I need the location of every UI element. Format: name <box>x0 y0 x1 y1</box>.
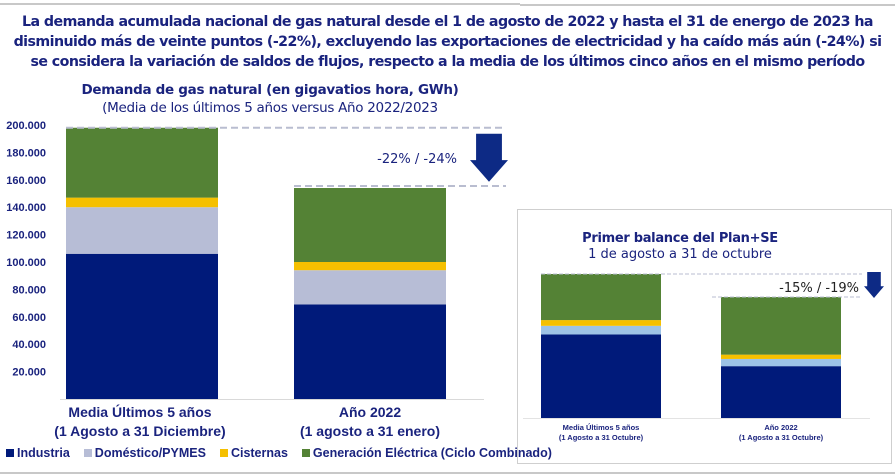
down-arrow-icon <box>470 133 508 182</box>
main-chart-subtitle: (Media de los últimos 5 años versus Año … <box>102 100 438 116</box>
inset-bar-segment-domestico_small <box>721 358 841 367</box>
y-tick-label: 40.000 <box>12 339 46 351</box>
inset-down-arrow-icon <box>864 272 884 298</box>
main-category-label-0: Media Últimos 5 años (1 Agosto a 31 Dici… <box>40 403 240 441</box>
legend-label: Generación Eléctrica (Ciclo Combinado) <box>312 446 552 460</box>
main-chart-title: Demanda de gas natural (en gigavatios ho… <box>81 82 459 98</box>
inset-title-block: Primer balance del Plan+SE 1 de agosto a… <box>570 231 790 262</box>
legend-label: Doméstico/PYMES <box>94 446 206 460</box>
legend-swatch <box>301 449 310 457</box>
inset-bar-segment-cisternas <box>541 320 661 326</box>
bottom-rule <box>0 472 895 474</box>
y-tick-label: 160.000 <box>6 175 46 187</box>
change-annotation: -22% / -24% <box>377 152 457 167</box>
legend-label: Industria <box>17 446 70 460</box>
inset-bar-segment-cisternas <box>721 354 841 359</box>
y-tick-label: 200.000 <box>6 120 46 132</box>
main-category-line2: (1 agosto a 31 enero) <box>299 423 441 439</box>
bar-segment-domestico <box>294 270 446 305</box>
inset-category-line2: (1 Agosto a 31 Octubre) <box>738 433 824 442</box>
inset-category-line2: (1 Agosto a 31 Octubre) <box>558 433 644 442</box>
inset-bar-segment-industria <box>721 366 841 418</box>
y-tick-label: 180.000 <box>6 147 46 159</box>
legend-label: Cisternas <box>230 446 288 460</box>
inset-category-label-0: Media Últimos 5 años (1 Agosto a 31 Octu… <box>536 423 666 443</box>
main-category-line1: Año 2022 <box>338 404 402 420</box>
bar-segment-domestico <box>66 207 218 254</box>
y-tick-label: 100.000 <box>6 257 46 269</box>
inset-change-annotation: -15% / -19% <box>779 281 859 296</box>
bar-segment-cisternas <box>66 197 218 208</box>
legend-swatch <box>6 449 14 457</box>
y-tick-label: 60.000 <box>12 312 46 324</box>
main-category-label-1: Año 2022 (1 agosto a 31 enero) <box>270 403 470 441</box>
inset-panel <box>517 209 892 464</box>
inset-category-line1: Año 2022 <box>764 423 798 432</box>
legend-swatch <box>219 449 228 457</box>
bar-segment-industria <box>294 304 446 399</box>
y-tick-label: 20.000 <box>12 367 46 379</box>
inset-subtitle: 1 de agosto a 31 de octubre <box>588 247 772 262</box>
main-chart-title-block: Demanda de gas natural (en gigavatios ho… <box>60 82 480 116</box>
inset-bar-segment-generacion <box>541 274 661 321</box>
legend: Industria Doméstico/PYMES Cisternas Gene… <box>6 446 552 460</box>
y-tick-label: 140.000 <box>6 202 46 214</box>
top-rule-right <box>520 4 895 6</box>
inset-category-label-1: Año 2022 (1 Agosto a 31 Octubre) <box>716 423 846 443</box>
legend-item-industria: Industria <box>6 446 70 460</box>
y-tick-label: 120.000 <box>6 230 46 242</box>
bar-segment-generacion <box>66 127 218 198</box>
inset-bar-segment-industria <box>541 334 661 418</box>
headline: La demanda acumulada nacional de gas nat… <box>13 14 882 70</box>
main-category-line1: Media Últimos 5 años <box>68 404 212 420</box>
top-rule <box>0 3 520 5</box>
inset-bar-segment-domestico_small <box>541 325 661 335</box>
inset-category-line1: Media Últimos 5 años <box>562 423 640 432</box>
bar-segment-cisternas <box>294 262 446 271</box>
inset-title: Primer balance del Plan+SE <box>582 231 778 246</box>
legend-item-generacion: Generación Eléctrica (Ciclo Combinado) <box>301 446 552 460</box>
legend-item-cisternas: Cisternas <box>219 446 288 460</box>
main-category-line2: (1 Agosto a 31 Diciembre) <box>54 423 226 439</box>
y-tick-label: 80.000 <box>12 284 46 296</box>
bar-segment-industria <box>66 253 218 399</box>
legend-item-domestico: Doméstico/PYMES <box>83 446 206 460</box>
bar-segment-generacion <box>294 188 446 262</box>
inset-bar-segment-generacion <box>721 297 841 355</box>
legend-swatch <box>83 449 92 457</box>
